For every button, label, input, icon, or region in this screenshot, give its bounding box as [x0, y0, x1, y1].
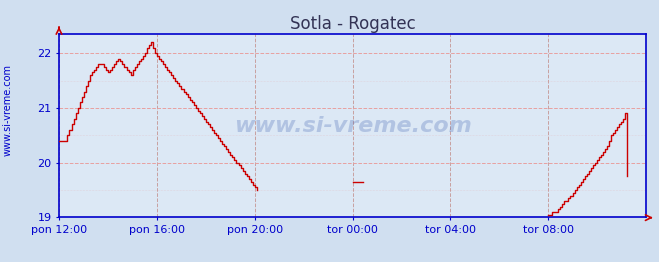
Text: www.si-vreme.com: www.si-vreme.com [234, 116, 471, 136]
Title: Sotla - Rogatec: Sotla - Rogatec [290, 14, 415, 32]
Text: www.si-vreme.com: www.si-vreme.com [3, 64, 13, 156]
